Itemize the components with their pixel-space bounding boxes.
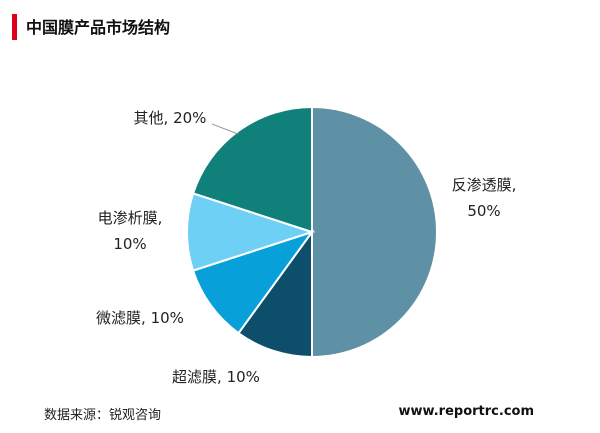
chart-title: 中国膜产品市场结构 (26, 18, 171, 37)
pie-slice (237, 228, 313, 359)
pie-slice (186, 192, 316, 272)
data-label: 电渗析膜, 10% (97, 209, 163, 253)
data-label: 其他, 20% (133, 109, 207, 127)
pie-slice (191, 230, 315, 335)
leader-line (211, 123, 239, 135)
data-label: 反渗透膜, 50% (451, 176, 517, 220)
data-label: 微滤膜, 10% (96, 309, 184, 327)
data-label: 超滤膜, 10% (172, 368, 260, 386)
pie (186, 105, 438, 359)
pie-slice (191, 105, 313, 234)
website: www.reportrc.com (398, 404, 534, 419)
pie-slice (311, 105, 438, 359)
title-accent (12, 14, 17, 40)
source: 数据来源：锐观咨询 (44, 408, 162, 423)
